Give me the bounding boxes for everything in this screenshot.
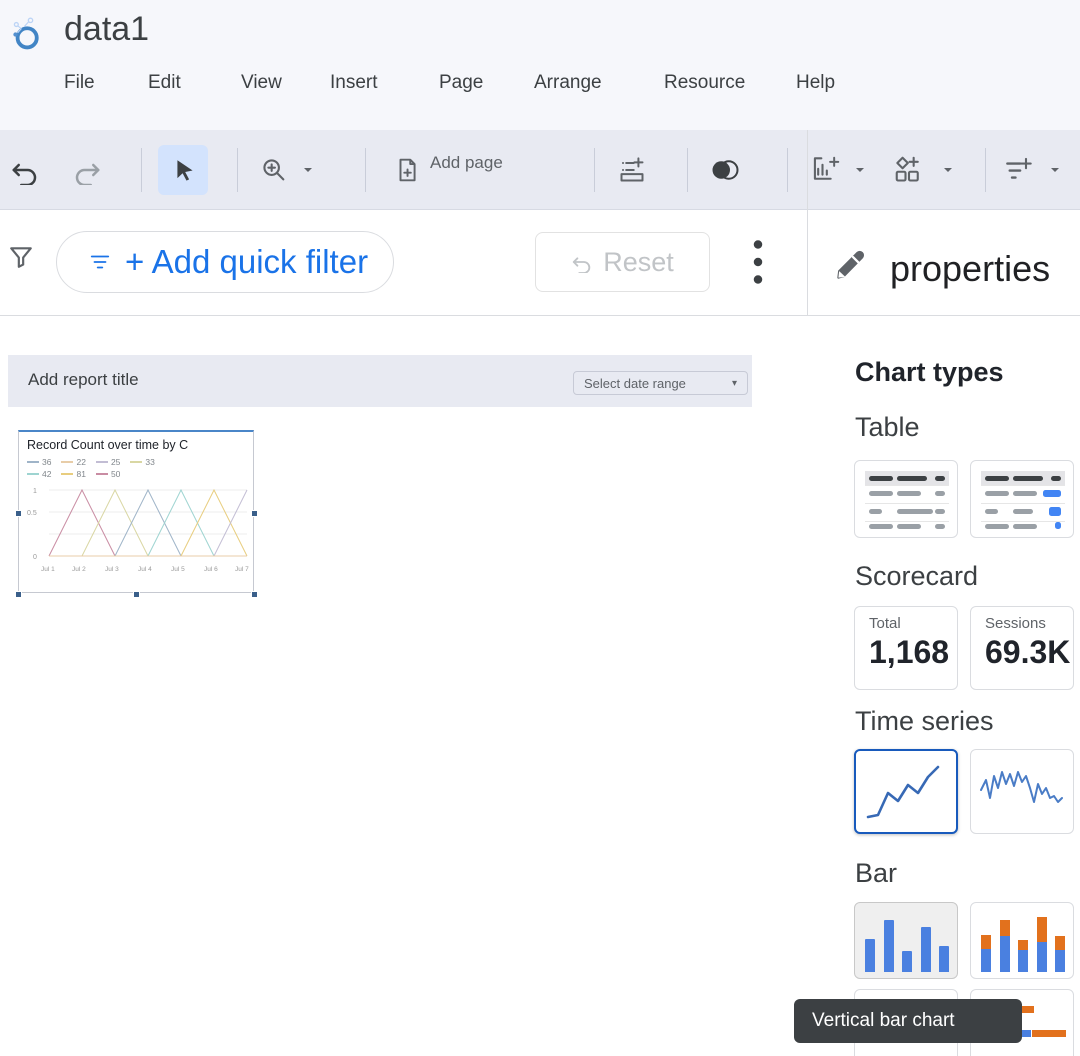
svg-text:0: 0 bbox=[33, 554, 37, 561]
svg-text:Jul 1: Jul 1 bbox=[41, 566, 55, 573]
svg-text:Jul 5: Jul 5 bbox=[171, 566, 185, 573]
svg-text:Jul 4: Jul 4 bbox=[138, 566, 152, 573]
svg-text:0.5: 0.5 bbox=[27, 510, 37, 517]
svg-text:1: 1 bbox=[33, 488, 37, 495]
svg-text:Jul 3: Jul 3 bbox=[105, 566, 119, 573]
svg-text:Jul 7: Jul 7 bbox=[235, 566, 249, 573]
svg-text:Jul 6: Jul 6 bbox=[204, 566, 218, 573]
svg-text:Jul 2: Jul 2 bbox=[72, 566, 86, 573]
